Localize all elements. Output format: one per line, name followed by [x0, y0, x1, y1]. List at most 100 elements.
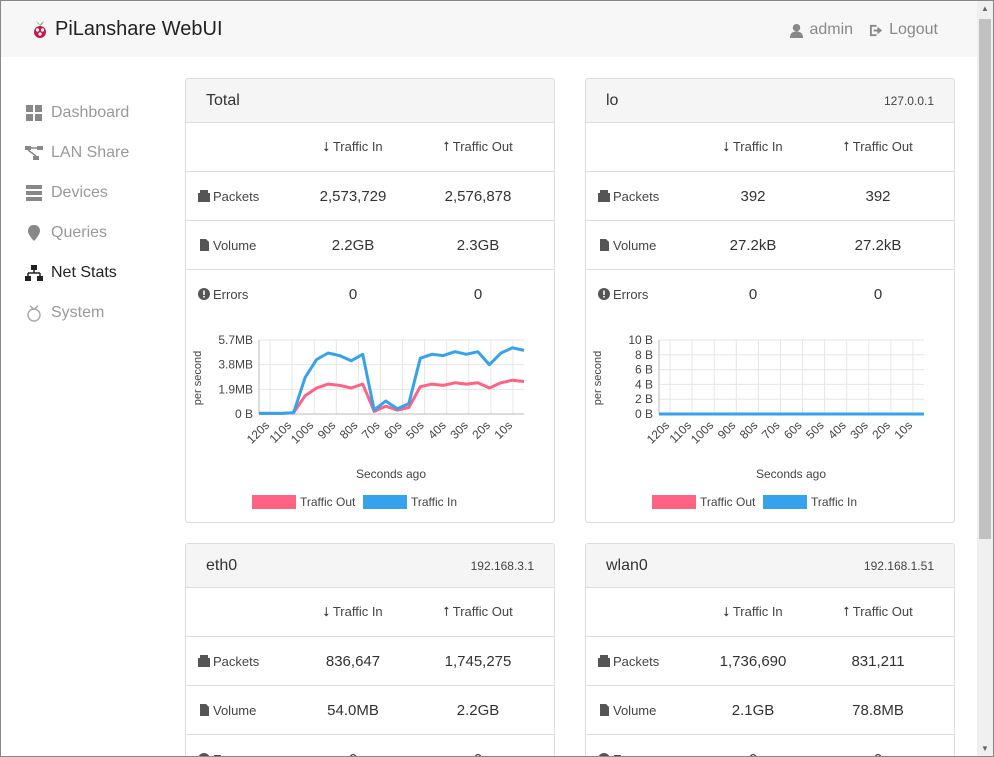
- x-tick-label: 110s: [267, 418, 295, 446]
- y-tick-label: 1.9MB: [218, 382, 253, 396]
- legend-swatch-traffic-out: [252, 495, 296, 509]
- brand[interactable]: PiLanshare WebUI: [31, 18, 223, 41]
- sidebar-item-net-stats[interactable]: Net Stats: [25, 253, 175, 293]
- x-tick-label: 20s: [469, 418, 493, 442]
- sidebar-item-dashboard[interactable]: Dashboard: [25, 93, 175, 133]
- series-line-traffic-in: [259, 346, 525, 415]
- scroll-up-icon[interactable]: ▲: [981, 4, 989, 13]
- file-icon: [200, 239, 209, 251]
- logout-icon: [870, 24, 883, 36]
- legend-swatch-traffic-out: [652, 495, 696, 509]
- chart-svg: 0 B 1.9MB 3.8MB 5.7MB 120s110s100s90s80s70s6…: [192, 333, 525, 509]
- raspberry-logo-icon: [34, 20, 46, 38]
- errors-out: 0: [473, 285, 483, 303]
- brand-title: PiLanshare WebUI: [55, 18, 223, 40]
- traffic-out-label: Traffic Out: [852, 139, 913, 154]
- sidebar-item-label: Queries: [51, 224, 108, 241]
- x-tick-label: 80s: [337, 418, 361, 442]
- traffic-out-label: Traffic Out: [452, 139, 513, 154]
- y-axis-title: per second: [592, 351, 604, 405]
- error-icon: [198, 753, 210, 756]
- traffic-in-label: Traffic In: [732, 139, 783, 154]
- packets-in: 836,647: [325, 652, 381, 670]
- card-ip: 192.168.3.1: [470, 558, 534, 573]
- sidebar-item-lan-share[interactable]: LAN Share: [25, 133, 175, 173]
- x-tick-label: 90s: [315, 418, 339, 442]
- errors-label: Errors: [613, 286, 649, 302]
- legend-label-traffic-out: Traffic Out: [700, 495, 756, 509]
- traffic-in-header: ⭣ Traffic In: [323, 604, 383, 619]
- volume-out: 2.2GB: [456, 701, 500, 719]
- x-tick-label: 100s: [288, 418, 316, 446]
- user-menu[interactable]: admin: [789, 21, 853, 39]
- x-axis-title: Seconds ago: [756, 467, 826, 481]
- dashboard-icon: [26, 105, 42, 121]
- x-tick-label: 40s: [425, 418, 449, 442]
- scrollbar-thumb[interactable]: [979, 19, 991, 539]
- traffic-out-header: ⭡ Traffic Out: [443, 139, 513, 154]
- traffic-out-header: ⭡ Traffic Out: [843, 139, 913, 154]
- file-icon: [600, 239, 609, 251]
- legend-label-traffic-out: Traffic Out: [300, 495, 356, 509]
- volume-out: 2.3GB: [456, 236, 500, 254]
- packets-icon: [598, 655, 610, 667]
- traffic-out-label: Traffic Out: [852, 604, 913, 619]
- legend-label-traffic-in: Traffic In: [411, 495, 457, 509]
- card-ip: 127.0.0.1: [883, 93, 934, 108]
- x-tick-label: 50s: [803, 418, 827, 442]
- packets-out: 392: [865, 187, 891, 205]
- traffic-out-header: ⭡ Traffic Out: [843, 604, 913, 619]
- user-icon: [790, 23, 804, 38]
- y-tick-label: 10 B: [628, 333, 653, 347]
- traffic-in-label: Traffic In: [332, 139, 383, 154]
- legend-label-traffic-in: Traffic In: [811, 495, 857, 509]
- devices-icon: [26, 185, 42, 201]
- volume-label: Volume: [613, 237, 657, 253]
- x-tick-label: 70s: [359, 418, 383, 442]
- packets-out: 1,745,275: [444, 652, 512, 670]
- legend-swatch-traffic-in: [763, 495, 807, 509]
- error-icon: [198, 288, 210, 300]
- errors-out: 0: [408, 751, 548, 757]
- packets-out: 831,211: [851, 652, 905, 670]
- traffic-out-label: Traffic Out: [452, 604, 513, 619]
- sidebar-item-label: LAN Share: [51, 144, 130, 161]
- y-tick-label: 6 B: [635, 363, 653, 377]
- errors-label: Errors: [213, 752, 248, 757]
- x-tick-label: 10s: [891, 418, 915, 442]
- packets-label: Packets: [613, 653, 660, 669]
- file-icon: [600, 704, 609, 716]
- errors-in: 0: [298, 751, 408, 757]
- traffic-in-label: Traffic In: [732, 604, 783, 619]
- scroll-down-icon[interactable]: ▼: [981, 744, 989, 753]
- sidebar-item-system[interactable]: System: [25, 293, 175, 333]
- y-tick-label: 5.7MB: [218, 333, 253, 347]
- traffic-out-header: ⭡ Traffic Out: [443, 604, 513, 619]
- logout-link[interactable]: Logout: [869, 21, 938, 39]
- sidebar-item-devices[interactable]: Devices: [25, 173, 175, 213]
- sidebar-item-label: Net Stats: [51, 264, 117, 281]
- x-tick-label: 110s: [667, 418, 695, 446]
- packets-in: 1,736,690: [719, 652, 787, 670]
- y-tick-label: 4 B: [635, 377, 653, 391]
- card-title: Total: [206, 91, 240, 109]
- packets-in: 2,573,729: [319, 187, 387, 205]
- card-title: wlan0: [606, 556, 648, 574]
- error-icon: [598, 753, 610, 756]
- card-title: eth0: [206, 556, 238, 574]
- error-icon: [598, 288, 610, 300]
- card-ip: 192.168.1.51: [863, 558, 934, 573]
- packets-label: Packets: [613, 188, 660, 204]
- y-tick-label: 8 B: [635, 348, 653, 362]
- x-tick-label: 10s: [491, 418, 515, 442]
- packets-icon: [198, 190, 210, 202]
- packets-in: 392: [740, 187, 766, 205]
- vertical-scrollbar[interactable]: ▲ ▼: [977, 1, 993, 756]
- errors-out: 0: [873, 285, 883, 303]
- errors-label: Errors: [613, 752, 648, 757]
- x-tick-label: 40s: [825, 418, 849, 442]
- sidebar-item-queries[interactable]: Queries: [25, 213, 175, 253]
- errors-in: 0: [698, 751, 808, 757]
- traffic-in-header: ⭣ Traffic In: [323, 139, 383, 154]
- series-line-traffic-out: [259, 378, 525, 415]
